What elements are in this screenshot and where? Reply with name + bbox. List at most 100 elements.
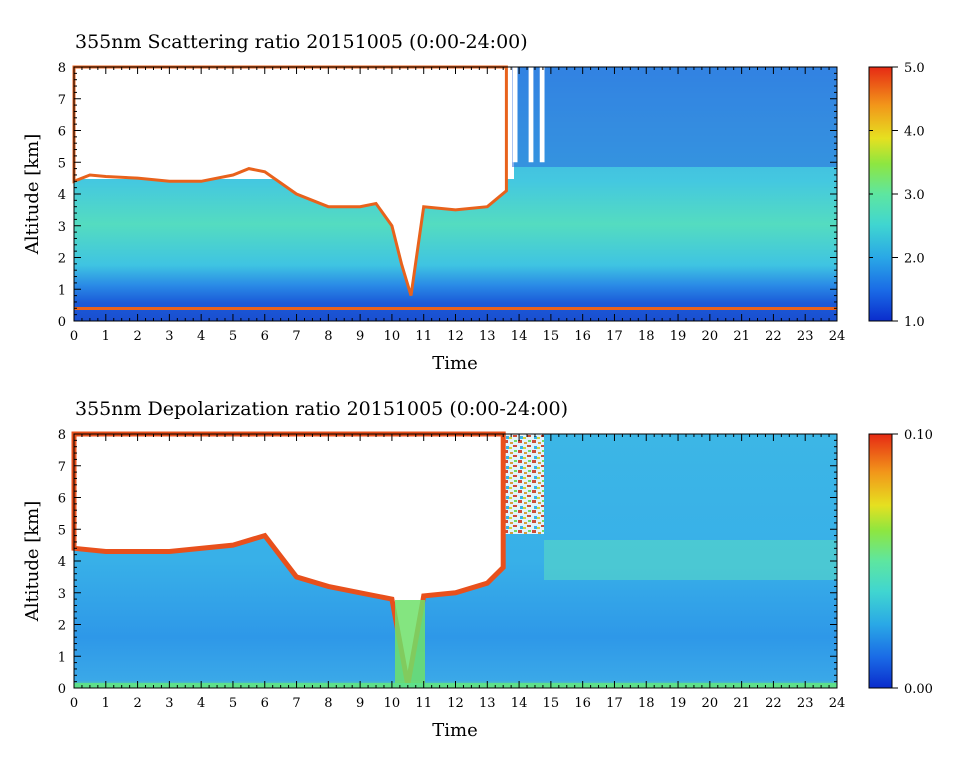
panel2-y-axis: 0 1 2 3 4 5 6 7 8: [58, 428, 837, 697]
x-tick-label: 7: [292, 696, 300, 711]
y-tick-label: 4: [58, 188, 66, 203]
panel1-colorbar-ticks: 1.0 2.0 3.0 4.0 5.0: [869, 61, 925, 330]
colorbar-tick-label: 4.0: [904, 125, 925, 140]
x-tick-label: 5: [229, 696, 237, 711]
x-tick-label: 8: [324, 696, 332, 711]
panel1-xlabel: Time: [432, 353, 477, 374]
panel2-mid-layer: [544, 540, 837, 580]
x-tick-label: 21: [733, 329, 750, 344]
x-tick-label: 14: [511, 696, 528, 711]
y-tick-label: 7: [58, 93, 66, 108]
depolarization-ratio-panel: 355nm Depolarization ratio 20151005 (0:0…: [22, 398, 933, 741]
panel2-ylabel: Altitude [km]: [22, 501, 43, 623]
x-tick-label: 16: [574, 329, 591, 344]
y-tick-label: 1: [58, 283, 66, 298]
colorbar-tick-label: 0.10: [904, 428, 933, 443]
y-tick-label: 8: [58, 61, 66, 76]
x-tick-label: 22: [765, 329, 782, 344]
x-tick-label: 11: [415, 329, 432, 344]
panel2-title: 355nm Depolarization ratio 20151005 (0:0…: [75, 398, 568, 420]
x-tick-label: 23: [797, 696, 814, 711]
y-tick-label: 7: [58, 460, 66, 475]
panel2-x-axis: 0 1 2 3 4 5 6 7 8 9 10 11 12 13 14 15 16 17 18 19 20 21 22 23 24: [70, 434, 845, 711]
y-tick-label: 4: [58, 555, 66, 570]
panel1-y-axis: 0 1 2 3 4 5 6 7 8: [58, 61, 837, 330]
x-tick-label: 9: [356, 329, 364, 344]
panel1-surface-line: [74, 307, 837, 310]
x-tick-label: 4: [197, 329, 205, 344]
x-tick-label: 1: [102, 329, 110, 344]
x-tick-label: 20: [702, 329, 719, 344]
colorbar-tick-label: 5.0: [904, 61, 925, 76]
y-tick-label: 6: [58, 492, 66, 507]
x-tick-label: 24: [829, 696, 846, 711]
missing-data-column: [539, 67, 545, 163]
y-tick-label: 0: [58, 682, 66, 697]
y-tick-label: 3: [58, 220, 66, 235]
x-tick-label: 12: [447, 696, 464, 711]
panel1-cloud-region: [72, 65, 508, 297]
x-tick-label: 10: [384, 329, 401, 344]
panel2-colorbar: 0.00 0.10: [868, 428, 933, 697]
x-tick-label: 0: [70, 696, 78, 711]
x-tick-label: 9: [356, 696, 364, 711]
colorbar-tick-label: 0.00: [904, 682, 933, 697]
y-tick-label: 5: [58, 523, 66, 538]
x-tick-label: 5: [229, 329, 237, 344]
y-tick-label: 1: [58, 650, 66, 665]
x-tick-label: 19: [670, 329, 687, 344]
x-tick-label: 8: [324, 329, 332, 344]
y-tick-label: 3: [58, 587, 66, 602]
x-tick-label: 22: [765, 696, 782, 711]
y-tick-label: 8: [58, 428, 66, 443]
x-tick-label: 18: [638, 329, 655, 344]
x-tick-label: 21: [733, 696, 750, 711]
panel2-xlabel: Time: [432, 720, 477, 741]
panel1-colorbar: 1.0 2.0 3.0 4.0 5.0: [868, 61, 925, 330]
x-tick-label: 10: [384, 696, 401, 711]
x-tick-label: 15: [543, 329, 560, 344]
colorbar-tick-label: 2.0: [904, 252, 925, 267]
x-tick-label: 17: [606, 329, 623, 344]
x-tick-label: 7: [292, 329, 300, 344]
x-tick-label: 3: [165, 329, 173, 344]
x-tick-label: 17: [606, 696, 623, 711]
y-tick-label: 5: [58, 156, 66, 171]
scattering-ratio-panel: 355nm Scattering ratio 20151005 (0:00-24…: [22, 31, 925, 374]
x-tick-label: 1: [102, 696, 110, 711]
x-tick-label: 12: [447, 329, 464, 344]
y-tick-label: 2: [58, 252, 66, 267]
panel2-colorbar-ramp: [868, 433, 893, 689]
x-tick-label: 18: [638, 696, 655, 711]
panel1-upper-band: [512, 67, 837, 167]
x-tick-label: 4: [197, 696, 205, 711]
x-tick-label: 23: [797, 329, 814, 344]
x-tick-label: 0: [70, 329, 78, 344]
panel2-heatmap: [71, 431, 838, 689]
missing-data-column: [512, 67, 518, 163]
x-tick-label: 3: [165, 696, 173, 711]
colorbar-tick-label: 1.0: [904, 315, 925, 330]
missing-data-column: [528, 67, 534, 163]
panel1-title: 355nm Scattering ratio 20151005 (0:00-24…: [75, 31, 528, 53]
panel2-colorbar-ticks: 0.00 0.10: [869, 428, 933, 697]
y-tick-label: 6: [58, 125, 66, 140]
x-tick-label: 15: [543, 696, 560, 711]
panel1-missing-columns: [512, 67, 545, 163]
x-tick-label: 16: [574, 696, 591, 711]
panel1-ylabel: Altitude [km]: [22, 134, 43, 256]
x-tick-label: 6: [261, 696, 269, 711]
x-tick-label: 20: [702, 696, 719, 711]
panel1-heatmap: [72, 65, 838, 322]
panel1-x-axis: 0 1 2 3 4 5 6 7 8 9 10 11 12 13 14 15 16 17 18 19 20 21 22 23 24: [70, 67, 845, 344]
y-tick-label: 2: [58, 619, 66, 634]
x-tick-label: 13: [479, 329, 496, 344]
x-tick-label: 2: [133, 696, 141, 711]
x-tick-label: 2: [133, 329, 141, 344]
x-tick-label: 24: [829, 329, 846, 344]
x-tick-label: 11: [415, 696, 432, 711]
x-tick-label: 14: [511, 329, 528, 344]
x-tick-label: 19: [670, 696, 687, 711]
panel2-cloud-region: [71, 431, 506, 686]
y-tick-label: 0: [58, 315, 66, 330]
